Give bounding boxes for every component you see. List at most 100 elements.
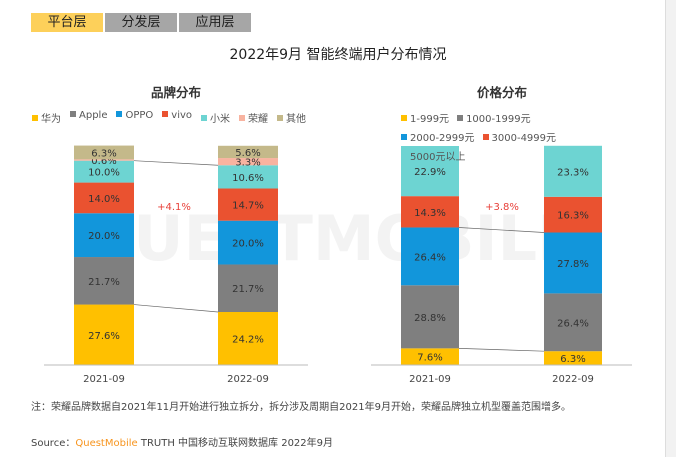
- source-label: Source：: [31, 438, 76, 449]
- bar-segment: [74, 145, 134, 160]
- data-label: 10.0%: [88, 168, 120, 179]
- data-label: 22.9%: [414, 167, 446, 178]
- data-label: 21.7%: [232, 284, 264, 295]
- bar-segment: [544, 232, 602, 294]
- data-label: 6.3%: [91, 148, 116, 159]
- connector-line: [458, 227, 545, 233]
- legend-label: 5000元以上: [410, 152, 466, 163]
- legend-label: 3000-4999元: [491, 133, 557, 144]
- data-label: 23.3%: [557, 167, 589, 178]
- page-title: 2022年9月 智能终端用户分布情况: [229, 47, 447, 63]
- legend-item: 华为: [32, 110, 61, 125]
- data-label: 3.3%: [235, 158, 260, 169]
- data-label: 14.0%: [88, 194, 120, 205]
- bar-segment: [218, 312, 278, 365]
- bar-segment: [74, 182, 134, 214]
- bar-segment: [218, 145, 278, 159]
- legend-item: Apple: [70, 110, 107, 125]
- bar-segment: [544, 293, 602, 352]
- legend-price: 1-999元 1000-1999元 2000-2999元 3000-4999元 5000…: [401, 110, 601, 163]
- bar-segment: [218, 158, 278, 166]
- bar-segment: [74, 160, 134, 183]
- tab-bar: 平台层 分发层 应用层: [31, 13, 251, 32]
- connector-line: [133, 304, 219, 313]
- legend-swatch: [482, 134, 489, 140]
- data-label: 6.3%: [560, 354, 585, 365]
- legend-swatch: [457, 115, 464, 121]
- tab-application[interactable]: 应用层: [179, 13, 251, 32]
- legend-item: 1-999元: [401, 110, 449, 125]
- bar-segment: [401, 348, 459, 365]
- x-tick-label: 2022-09: [552, 374, 594, 385]
- legend-label: 2000-2999元: [410, 133, 475, 144]
- legend-label: 华为: [41, 114, 61, 125]
- legend-swatch: [401, 153, 407, 159]
- legend-item: 2000-2999元: [401, 129, 475, 144]
- connector-line: [133, 160, 219, 166]
- data-label: 26.4%: [414, 252, 446, 263]
- legend-swatch: [162, 111, 169, 117]
- data-label: 28.8%: [414, 313, 446, 324]
- growth-annotation: +3.8%: [485, 202, 519, 213]
- bar-segment: [544, 145, 602, 197]
- bar-segment: [218, 220, 278, 265]
- bar-segment: [401, 227, 459, 286]
- bar-segment: [74, 257, 134, 305]
- legend-item: vivo: [162, 110, 192, 125]
- bar-segment: [544, 351, 602, 365]
- legend-swatch: [70, 111, 76, 117]
- bar-segment: [218, 264, 278, 313]
- x-tick-label: 2021-09: [83, 374, 125, 385]
- legend-swatch: [401, 134, 407, 140]
- bar-segment: [74, 159, 134, 161]
- tab-platform[interactable]: 平台层: [31, 13, 103, 32]
- data-label: 10.6%: [232, 173, 264, 184]
- tab-distribution[interactable]: 分发层: [105, 13, 177, 32]
- legend-item: 荣耀: [239, 110, 268, 125]
- legend-label: 1000-1999元: [466, 114, 531, 125]
- bar-segment: [401, 196, 459, 228]
- source-brand: QuestMobile: [75, 438, 138, 449]
- legend-label: 其他: [286, 114, 307, 125]
- bar-segment: [218, 188, 278, 221]
- legend-label: 小米: [210, 114, 231, 125]
- data-label: 16.3%: [557, 211, 589, 222]
- bar-segment: [218, 165, 278, 189]
- bar-segment: [74, 213, 134, 258]
- data-label: 27.8%: [557, 259, 589, 270]
- data-label: 27.6%: [88, 331, 120, 342]
- legend-item: 其他: [277, 110, 306, 125]
- legend-swatch: [32, 115, 38, 121]
- legend-item: OPPO: [116, 110, 153, 125]
- bar-segment: [74, 304, 134, 365]
- source-text: TRUTH 中国移动互联网数据库 2022年9月: [140, 438, 334, 449]
- bar-segment: [401, 146, 459, 197]
- x-tick-label: 2021-09: [409, 374, 451, 385]
- legend-item: 3000-4999元: [482, 129, 557, 144]
- legend-label: 1-999元: [410, 114, 450, 125]
- legend-swatch: [401, 115, 407, 121]
- chart-title-brand: 品牌分布: [150, 85, 201, 100]
- chart-title-price: 价格分布: [476, 85, 527, 100]
- legend-swatch: [239, 115, 246, 121]
- footnote: 注：荣耀品牌数据自2021年11月开始进行独立拆分，拆分涉及周期自2021年9月…: [31, 402, 571, 413]
- legend-swatch: [201, 115, 208, 121]
- legend-label: Apple: [79, 110, 108, 121]
- legend-item: 小米: [201, 110, 230, 125]
- legend-label: 荣耀: [248, 114, 269, 125]
- legend-item: 5000元以上: [401, 148, 465, 163]
- right-border: [665, 0, 676, 457]
- bar-segment: [401, 285, 459, 349]
- data-label: 24.2%: [232, 335, 264, 346]
- data-label: 5.6%: [235, 148, 260, 159]
- bar-segment: [544, 196, 602, 233]
- x-tick-label: 2022-09: [227, 374, 269, 385]
- data-label: 14.7%: [232, 201, 264, 212]
- legend-swatch: [116, 111, 123, 117]
- legend-brand: 华为 Apple OPPO vivo 小米 荣耀 其他: [32, 110, 332, 125]
- legend-swatch: [277, 115, 284, 121]
- source: Source：QuestMobile TRUTH 中国移动互联网数据库 2022…: [31, 434, 333, 449]
- data-label: 20.0%: [88, 231, 120, 242]
- data-label: 0.6%: [91, 156, 116, 167]
